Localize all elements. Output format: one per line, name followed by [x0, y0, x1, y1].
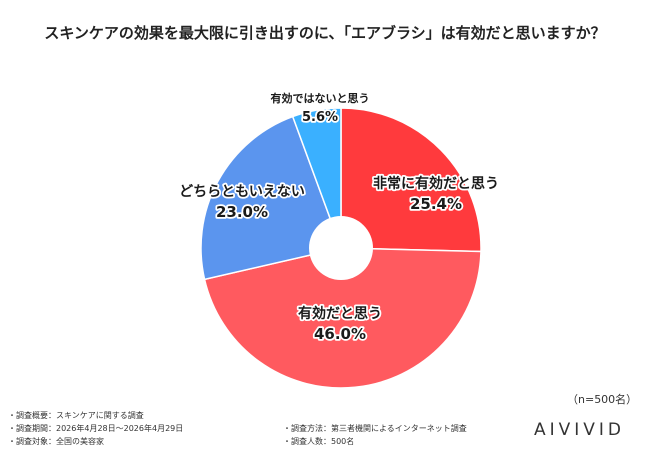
pie-slice-effective — [203, 247, 482, 389]
slice-value-not-effective: 5.6% — [302, 110, 338, 125]
slice-label-neutral: どちらともいえない — [179, 184, 305, 200]
brand-logo: AIVIVID — [534, 420, 626, 440]
slice-value-very-effective: 25.4% — [410, 195, 462, 213]
pie-slice-not-effective — [291, 107, 342, 249]
slice-value-effective: 46.0% — [314, 325, 366, 343]
slice-label-effective: 有効だと思う — [298, 305, 382, 322]
slice-label-very-effective: 非常に有効だと思う — [373, 175, 499, 192]
sample-size-note: （n=500名） — [567, 393, 638, 406]
donut-hole — [309, 216, 373, 280]
footnote-survey-method: ・調査方法：第三者機関によるインターネット調査 — [283, 424, 467, 433]
chart-title: スキンケアの効果を最大限に引き出すのに、「エアブラシ」は有効だと思いますか？ — [44, 24, 606, 42]
footnote-survey-target: ・調査対象：全国の美容家 — [8, 437, 104, 446]
pie-slice-neutral — [200, 115, 342, 281]
slice-value-neutral: 23.0% — [216, 203, 268, 221]
footnote-survey-count: ・調査人数：500名 — [283, 437, 355, 446]
pie-slice-very-effective — [340, 107, 482, 253]
footnote-survey-period: ・調査期間：2026年4月28日～2026年4月29日 — [8, 424, 184, 433]
slice-label-not-effective: 有効ではないと思う — [271, 91, 370, 105]
footnote-survey-summary: ・調査概要：スキンケアに関する調査 — [8, 411, 144, 420]
